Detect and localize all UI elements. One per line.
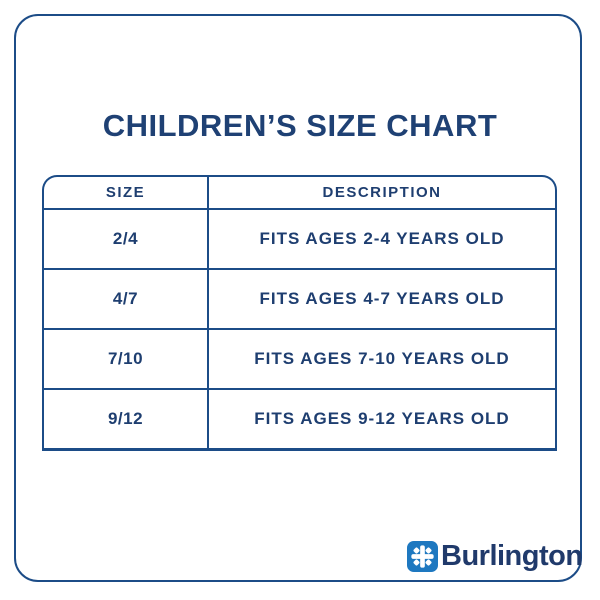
table-row: 2/4 FITS AGES 2-4 YEARS OLD [44, 208, 555, 268]
size-value: 9/12 [44, 390, 209, 448]
size-value: 4/7 [44, 270, 209, 328]
page-title: CHILDREN’S SIZE CHART [102, 108, 498, 143]
page-border-frame [14, 14, 582, 582]
column-header-size: SIZE [44, 177, 209, 208]
table-row: 7/10 FITS AGES 7-10 YEARS OLD [44, 328, 555, 388]
table-row: 9/12 FITS AGES 9-12 YEARS OLD [44, 388, 555, 448]
description-value: FITS AGES 2-4 YEARS OLD [259, 229, 505, 248]
column-header-description: DESCRIPTION [322, 184, 442, 201]
size-chart-table: SIZE DESCRIPTION 2/4 FITS AGES 2-4 YEARS… [42, 175, 557, 451]
description-value: FITS AGES 9-12 YEARS OLD [254, 409, 510, 428]
table-header-row: SIZE DESCRIPTION [44, 177, 555, 208]
burlington-cross-icon [407, 541, 438, 572]
description-value: FITS AGES 7-10 YEARS OLD [254, 349, 510, 368]
description-value: FITS AGES 4-7 YEARS OLD [259, 289, 505, 308]
brand-logo: Burlington [407, 541, 583, 572]
table-row: 4/7 FITS AGES 4-7 YEARS OLD [44, 268, 555, 328]
size-value: 2/4 [44, 210, 209, 268]
brand-wordmark: Burlington [441, 540, 583, 572]
size-value: 7/10 [44, 330, 209, 388]
